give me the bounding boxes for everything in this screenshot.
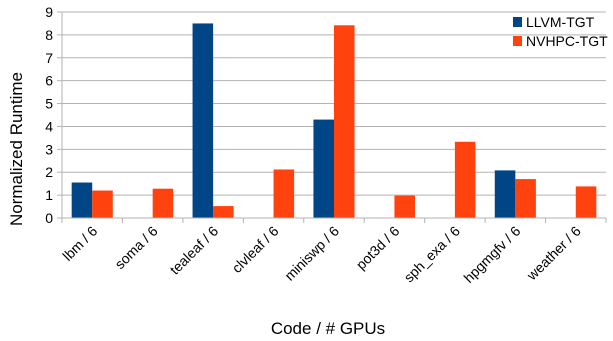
legend-swatch-nvhpc-tgt (513, 36, 522, 46)
y-tick-label: 6 (45, 73, 53, 89)
y-tick-label: 0 (45, 210, 53, 226)
x-tick-label: pot3d / 6 (353, 223, 403, 273)
bar-nvhpc-tgt-7 (454, 141, 476, 218)
bar-nvhpc-tgt-4 (273, 169, 295, 218)
x-tick-label: soma / 6 (112, 223, 161, 272)
y-tick-label: 4 (45, 118, 53, 134)
y-axis-title: Normalized Runtime (7, 72, 26, 226)
x-axis-title: Code / # GPUs (271, 319, 385, 338)
x-tick-label: lbm / 6 (59, 223, 100, 264)
y-tick-label: 7 (45, 50, 53, 66)
y-tick-label: 5 (45, 96, 53, 112)
axes (57, 11, 607, 223)
bar-nvhpc-tgt-3 (213, 206, 234, 218)
bar-nvhpc-tgt-6 (394, 195, 415, 218)
bar-nvhpc-tgt-8 (515, 179, 536, 218)
bar-nvhpc-tgt-2 (152, 188, 174, 218)
legend: LLVM-TGT NVHPC-TGT (513, 14, 608, 49)
x-tick-label: tealeaf / 6 (166, 223, 221, 278)
y-tick-label: 8 (45, 27, 53, 43)
x-tick-label: miniswp / 6 (281, 223, 342, 284)
y-tick-label: 3 (45, 141, 53, 157)
bar-nvhpc-tgt-1 (92, 190, 113, 218)
bar-nvhpc-tgt-9 (575, 186, 597, 218)
y-tick-label: 2 (45, 164, 53, 180)
y-tick-label: 1 (45, 187, 53, 203)
y-tick-labels: 0 1 2 3 4 5 6 7 8 9 (45, 4, 53, 226)
legend-label-llvm-tgt: LLVM-TGT (526, 14, 595, 30)
y-tick-label: 9 (45, 4, 53, 20)
bar-llvm-tgt-3 (192, 23, 214, 219)
x-tick-label: hpgmgfv / 6 (460, 223, 523, 286)
x-tick-labels: lbm / 6 soma / 6 tealeaf / 6 clvleaf / 6 min… (59, 223, 584, 286)
x-tick-label: weather / 6 (523, 223, 584, 284)
legend-swatch-llvm-tgt (513, 17, 522, 27)
bar-llvm-tgt-5 (313, 119, 334, 218)
bar-llvm-tgt-1 (71, 182, 93, 218)
x-tick-label: clvleaf / 6 (229, 223, 282, 276)
bars (71, 23, 597, 219)
legend-label-nvhpc-tgt: NVHPC-TGT (526, 33, 608, 49)
bar-nvhpc-tgt-5 (334, 25, 355, 218)
bar-llvm-tgt-8 (494, 170, 516, 218)
x-tick-label: sph_exa / 6 (401, 223, 464, 286)
